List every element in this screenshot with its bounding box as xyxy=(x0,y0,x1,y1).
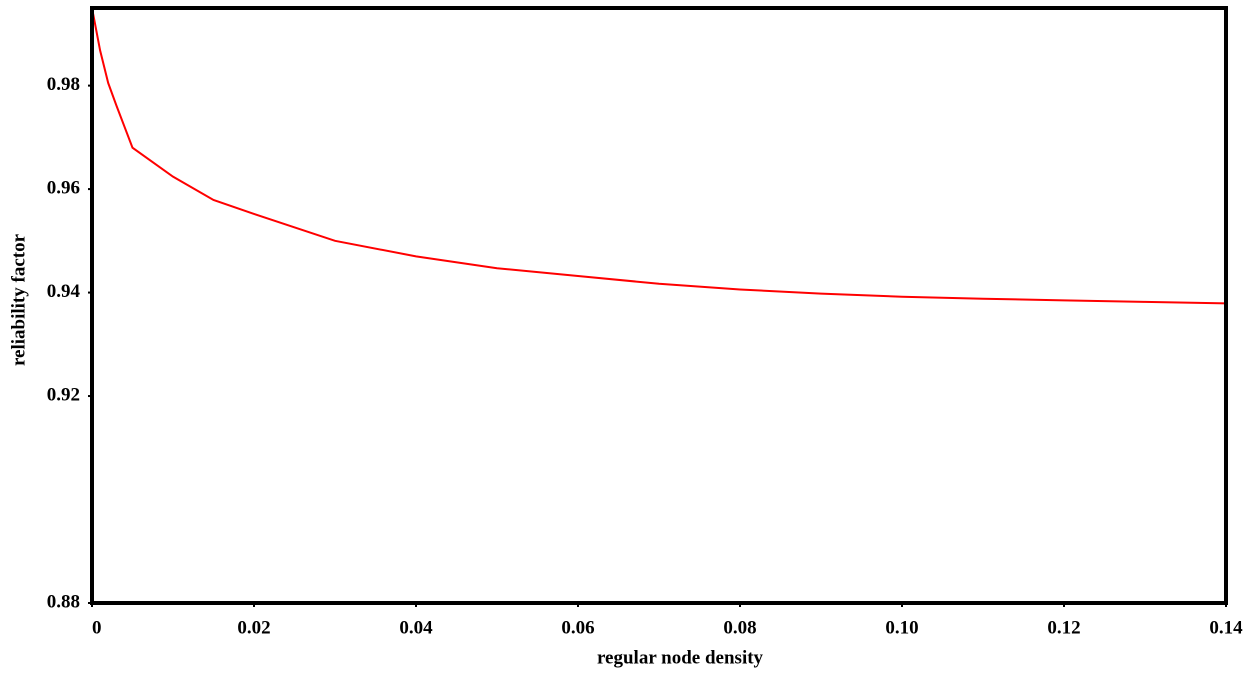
y-tick-label: 0.92 xyxy=(47,384,80,405)
x-tick-label: 0 xyxy=(92,617,102,638)
y-tick-label: 0.96 xyxy=(47,177,80,198)
y-axis-label: reliability factor xyxy=(8,233,29,366)
line xyxy=(91,7,1227,305)
y-tick-label: 0.98 xyxy=(47,74,80,95)
x-tick-label: 0.08 xyxy=(723,617,756,638)
x-tick-label: 0.12 xyxy=(1047,617,1080,638)
x-tick-label: 0.10 xyxy=(885,617,918,638)
plot-frame xyxy=(90,6,1228,605)
x-tick-label: 0.14 xyxy=(1209,617,1243,638)
x-tick-label: 0.02 xyxy=(237,617,270,638)
x-tick-label: 0.06 xyxy=(561,617,594,638)
y-tick-label: 0.88 xyxy=(47,591,80,612)
x-tick-label: 0.04 xyxy=(399,617,433,638)
x-axis-label: regular node density xyxy=(597,647,764,668)
y-tick-label: 0.94 xyxy=(47,281,81,302)
